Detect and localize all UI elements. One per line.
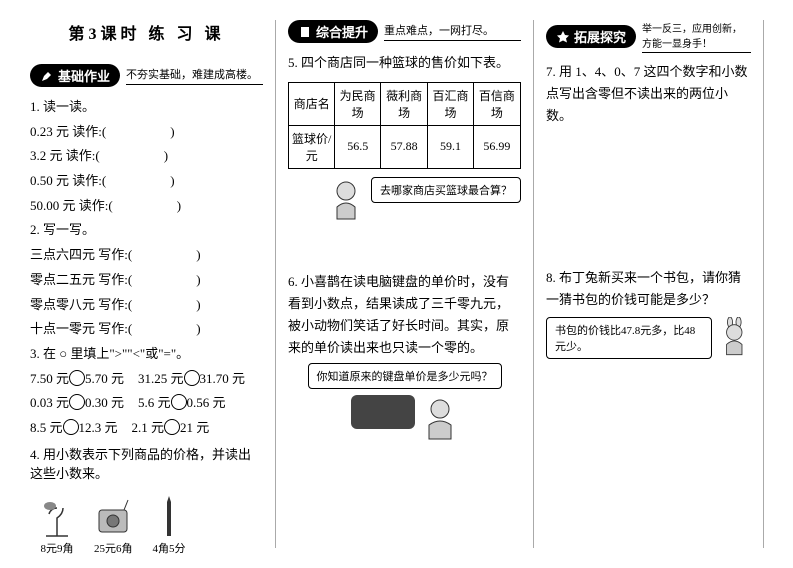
product-row: 8元9角 25元6角 4角5分 <box>30 492 263 556</box>
q7-head: 7. 用 1、4、0、7 这四个数字和小数点写出含零但不读出来的两位小数。 <box>546 61 751 127</box>
boy-icon <box>327 177 365 223</box>
q1-item: 0.23 元 读作:() <box>30 120 263 145</box>
q3-head: 3. 在 ○ 里填上">""<"或"="。 <box>30 342 263 367</box>
rabbit-icon <box>718 317 751 363</box>
badge-basic-sub: 不夯实基础，难建成高楼。 <box>126 66 263 85</box>
q6-character <box>288 395 521 441</box>
pencil-icon <box>40 69 54 83</box>
badge-ext: 拓展探究 <box>546 25 636 48</box>
q8-character: 书包的价钱比47.8元多，比48元少。 <box>546 317 751 363</box>
section-basic-header: 基础作业 不夯实基础，难建成高楼。 <box>30 64 263 87</box>
badge-ext-label: 拓展探究 <box>574 27 626 46</box>
girl-icon <box>421 395 459 441</box>
q2-item: 三点六四元 写作:() <box>30 243 263 268</box>
q5-bubble: 去哪家商店买篮球最合算？ <box>371 177 521 203</box>
product-radio: 25元6角 <box>94 498 133 556</box>
blank-circle <box>69 370 85 386</box>
column-right: 拓展探究 举一反三，应用创新，方能一显身手！ 7. 用 1、4、0、7 这四个数… <box>534 20 764 548</box>
q8-bubble: 书包的价钱比47.8元多，比48元少。 <box>546 317 712 359</box>
column-left: 第3课时 练 习 课 基础作业 不夯实基础，难建成高楼。 1. 读一读。 0.2… <box>18 20 276 548</box>
product-pen: 4角5分 <box>153 492 186 556</box>
q3-row: 7.50 元5.70 元 31.25 元31.70 元 <box>30 367 263 392</box>
section-ext-header: 拓展探究 举一反三，应用创新，方能一显身手！ <box>546 20 751 53</box>
q5-head: 5. 四个商店同一种篮球的售价如下表。 <box>288 51 521 76</box>
badge-ext-sub: 举一反三，应用创新，方能一显身手！ <box>642 20 751 53</box>
q3-row: 0.03 元0.30 元 5.6 元0.56 元 <box>30 391 263 416</box>
section-synth-header: 综合提升 重点难点，一网打尽。 <box>288 20 521 43</box>
product-lamp: 8元9角 <box>40 498 74 556</box>
q5-character: 去哪家商店买篮球最合算？ <box>288 177 521 223</box>
badge-synth-sub: 重点难点，一网打尽。 <box>384 22 521 41</box>
q6-head: 6. 小喜鹊在读电脑键盘的单价时，没有看到小数点，结果读成了三千零九元，被小动物… <box>288 271 521 359</box>
price-table: 商店名 为民商场 薇利商场 百汇商场 百信商场 篮球价/元 56.5 57.88… <box>288 82 521 169</box>
q6-bubble: 你知道原来的键盘单价是多少元吗？ <box>308 363 502 389</box>
badge-synth-label: 综合提升 <box>316 22 368 41</box>
blank-circle <box>164 419 180 435</box>
blank-circle <box>69 394 85 410</box>
q8-head: 8. 布丁兔新买来一个书包，请你猜一猜书包的价钱可能是多少？ <box>546 267 751 311</box>
doc-icon <box>298 25 312 39</box>
table-row: 商店名 为民商场 薇利商场 百汇商场 百信商场 <box>289 82 521 125</box>
column-mid: 综合提升 重点难点，一网打尽。 5. 四个商店同一种篮球的售价如下表。 商店名 … <box>276 20 534 548</box>
q1-item: 3.2 元 读作:() <box>30 144 263 169</box>
q1-item: 0.50 元 读作:() <box>30 169 263 194</box>
badge-basic-label: 基础作业 <box>58 66 110 85</box>
q1-item: 50.00 元 读作:() <box>30 194 263 219</box>
badge-basic: 基础作业 <box>30 64 120 87</box>
q1-head: 1. 读一读。 <box>30 95 263 120</box>
q2-item: 零点二五元 写作:() <box>30 268 263 293</box>
page-title: 第3课时 练 习 课 <box>30 20 263 44</box>
q2-item: 十点一零元 写作:() <box>30 317 263 342</box>
badge-synth: 综合提升 <box>288 20 378 43</box>
star-icon <box>556 30 570 44</box>
q4-head: 4. 用小数表示下列商品的价格，并读出这些小数来。 <box>30 445 263 484</box>
table-row: 篮球价/元 56.5 57.88 59.1 56.99 <box>289 125 521 168</box>
q2-item: 零点零八元 写作:() <box>30 293 263 318</box>
q3-row: 8.5 元12.3 元 2.1 元21 元 <box>30 416 263 441</box>
blank-circle <box>184 370 200 386</box>
keyboard-icon <box>351 395 415 429</box>
q2-head: 2. 写一写。 <box>30 218 263 243</box>
blank-circle <box>171 394 187 410</box>
blank-circle <box>63 419 79 435</box>
